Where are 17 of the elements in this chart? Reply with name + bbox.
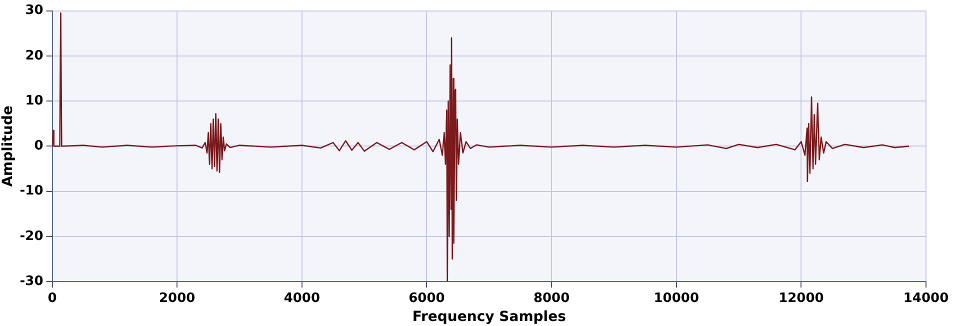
x-axis-title: Frequency Samples xyxy=(412,309,566,326)
y-tick-label: -10 xyxy=(20,184,44,199)
x-tick-label: 8000 xyxy=(533,290,570,306)
y-tick-label: 10 xyxy=(25,93,44,108)
x-tick-label: 12000 xyxy=(778,290,824,306)
y-tick-label: -30 xyxy=(20,274,44,289)
y-tick-label: -20 xyxy=(20,228,44,244)
y-tick-label: 0 xyxy=(34,138,44,154)
x-tick-label: 2000 xyxy=(159,290,196,306)
x-tick-label: 10000 xyxy=(654,290,699,306)
x-tick-label: 14000 xyxy=(903,290,949,306)
y-tick-label: 30 xyxy=(25,3,44,18)
x-tick-label: 0 xyxy=(48,290,57,306)
x-tick-label: 4000 xyxy=(284,290,320,306)
y-tick-label: 20 xyxy=(25,48,44,64)
y-axis-title: Amplitude xyxy=(0,106,16,187)
x-tick-label: 6000 xyxy=(408,290,445,306)
